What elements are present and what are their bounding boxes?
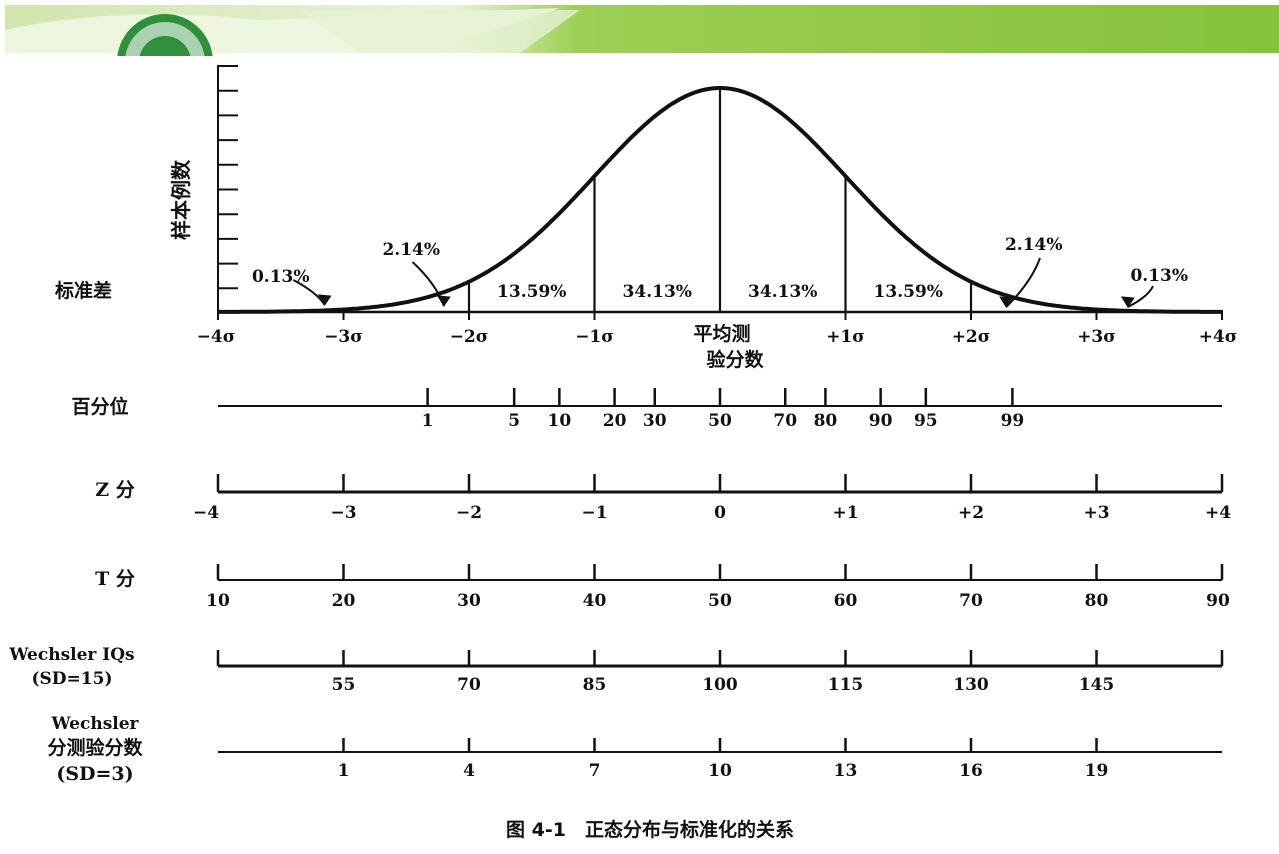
scale-tick-label: 50 (708, 411, 732, 431)
scale-tick-label: +3 (1083, 503, 1109, 523)
figure-caption: 图 4-1 正态分布与标准化的关系 (506, 818, 794, 841)
x-tick-label: +1σ (826, 327, 865, 347)
scale-tick-label: 20 (332, 591, 356, 611)
sd-lines-layer (342, 88, 1098, 312)
scale-tick-label: 4 (463, 761, 475, 781)
scale-tick-label: 5 (508, 411, 520, 431)
x-tick-label: +2σ (952, 327, 991, 347)
x-tick-label: −2σ (450, 327, 489, 347)
scale-tick-label: 80 (1085, 591, 1109, 611)
scale-tick-label: 70 (959, 591, 983, 611)
scale-tick-label: 16 (959, 761, 983, 781)
score-scale: T 分 10 20 30 40 50 60 70 80 90 (95, 564, 1230, 611)
region-percent-label: 34.13% (748, 282, 817, 302)
arrow-head-icon (1120, 296, 1135, 308)
scale-tick-label: 30 (457, 591, 481, 611)
scale-tick-label: −4 (193, 503, 219, 523)
scale-label: 百分位 (71, 395, 128, 418)
percent-arrow (1005, 257, 1041, 308)
scale-tick-label: 145 (1079, 675, 1115, 695)
region-percent-label: 2.14% (1005, 235, 1063, 255)
scale-tick-label: +2 (958, 503, 984, 523)
scale-tick-label: 90 (1206, 591, 1230, 611)
x-axis-ticks: −4σ −3σ −2σ −1σ +1σ +2σ +3σ +4σ (197, 310, 1238, 347)
scale-tick-label: 70 (773, 411, 797, 431)
scale-tick-label: 70 (457, 675, 481, 695)
scale-tick-label: +1 (832, 503, 858, 523)
scale-label: (SD=3) (56, 763, 133, 785)
scale-tick-label: 100 (702, 675, 738, 695)
scale-tick-label: 20 (603, 411, 627, 431)
scale-label: Z 分 (95, 479, 135, 501)
region-percent-label: 13.59% (497, 282, 566, 302)
scale-tick-label: 1 (422, 411, 434, 431)
region-percent-label: 13.59% (874, 282, 943, 302)
score-scale: 百分位 1 5 10 20 30 50 70 80 90 95 99 (71, 388, 1222, 431)
arrow-head-icon (999, 296, 1014, 308)
x-tick-label: +4σ (1199, 327, 1238, 347)
x-tick-label: −4σ (197, 327, 236, 347)
scale-tick-label: 99 (1001, 411, 1025, 431)
scale-tick-label: 7 (589, 761, 601, 781)
region-percent-label: 34.13% (623, 282, 692, 302)
arrow-head-icon (317, 294, 332, 306)
x-tick-label: −1σ (575, 327, 614, 347)
region-percent-label: 2.14% (382, 240, 440, 260)
scale-label: 分测验分数 (47, 736, 143, 759)
scale-tick-label: 60 (834, 591, 858, 611)
x-tick-label: −3σ (324, 327, 363, 347)
scale-tick-label: −2 (456, 503, 482, 523)
scale-tick-label: 95 (914, 411, 938, 431)
school-seal-icon (117, 14, 213, 56)
scale-tick-label: +4 (1205, 503, 1231, 523)
scale-tick-label: 10 (548, 411, 572, 431)
scale-tick-label: 13 (834, 761, 858, 781)
scale-tick-label: 10 (206, 591, 230, 611)
percent-arrow (1127, 285, 1154, 308)
scale-tick-label: −3 (330, 503, 356, 523)
header-banner (5, 5, 1279, 56)
scale-tick-label: 85 (583, 675, 607, 695)
scale-tick-label: 55 (332, 675, 356, 695)
scale-tick-label: 90 (869, 411, 893, 431)
region-percent-layer: 0.13%2.14%13.59% 34.13% 34.13% 13.59%2.14%0… (252, 235, 1188, 308)
scale-tick-label: 30 (643, 411, 667, 431)
scale-tick-label: 40 (583, 591, 607, 611)
scale-tick-label: −1 (581, 503, 607, 523)
scale-label: T 分 (95, 568, 135, 590)
arrow-head-icon (436, 295, 451, 307)
scale-tick-label: 130 (953, 675, 989, 695)
scale-tick-label: 50 (708, 591, 732, 611)
region-percent-label: 0.13% (1130, 266, 1188, 286)
scale-tick-label: 19 (1085, 761, 1109, 781)
scale-label: (SD=15) (31, 669, 112, 689)
scale-tick-label: 0 (714, 503, 726, 523)
mean-label-line1: 平均测 (693, 322, 750, 345)
y-axis-label: 样本例数 (169, 159, 193, 240)
x-tick-label: +3σ (1077, 327, 1116, 347)
score-scale: Z 分 −4 −3 −2 −1 0 +1 +2 +3 +4 (95, 474, 1231, 523)
scale-label: Wechsler IQs (8, 645, 134, 665)
scale-tick-label: 1 (338, 761, 350, 781)
scale-tick-label: 10 (708, 761, 732, 781)
mean-label-line2: 验分数 (706, 348, 764, 371)
sd-row-label: 标准差 (55, 279, 112, 302)
scale-tick-label: 80 (814, 411, 838, 431)
scale-tick-label: 115 (828, 675, 864, 695)
score-scales: 百分位 1 5 10 20 30 50 70 80 90 95 99 Z 分 −4 −3 −2 −1 0 +1 +2 +… (8, 388, 1231, 785)
score-scale: Wechsler IQs (SD=15) 55 70 85 100 115 130 145 (8, 645, 1224, 695)
scale-label: Wechsler (50, 714, 139, 734)
